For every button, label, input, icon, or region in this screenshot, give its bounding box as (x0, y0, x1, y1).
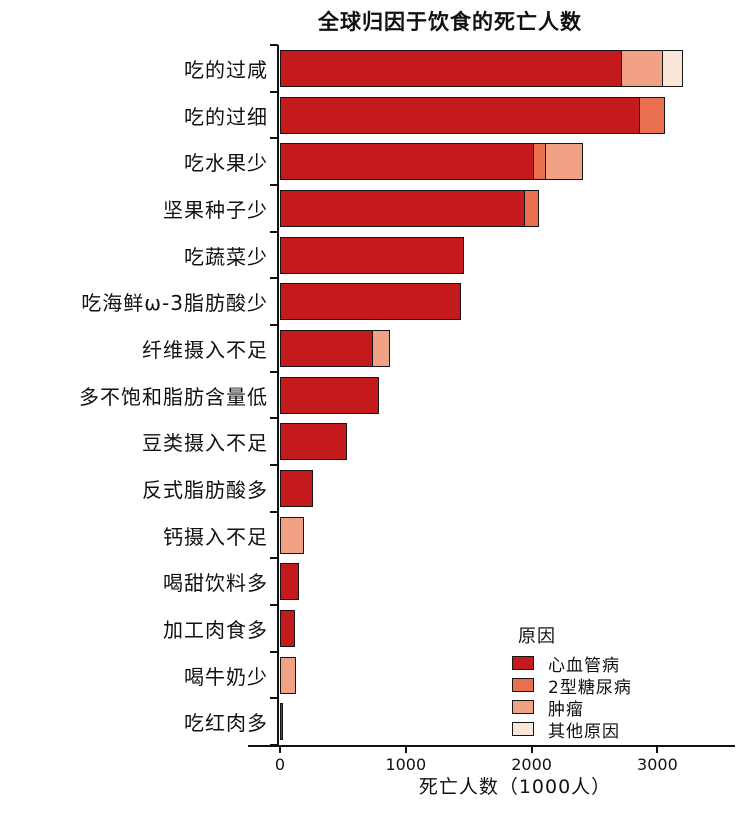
legend-swatch (512, 700, 534, 714)
bar-segment (280, 423, 347, 461)
category-label: 多不饱和脂肪含量低 (79, 384, 268, 409)
y-tick (270, 324, 278, 326)
legend-label: 2型糖尿病 (548, 677, 632, 698)
x-tick (279, 745, 281, 753)
y-tick (270, 604, 278, 606)
bar-segment (280, 283, 462, 321)
x-axis-title: 死亡人数（1000人） (418, 776, 612, 798)
legend-label: 其他原因 (548, 721, 620, 742)
bar-segment (280, 563, 299, 601)
category-label: 吃的过咸 (184, 57, 268, 82)
category-label: 纤维摄入不足 (142, 337, 268, 362)
category-label: 吃蔬菜少 (184, 244, 268, 269)
x-tick (656, 745, 659, 753)
x-tick (530, 745, 533, 753)
legend-swatch (512, 722, 534, 736)
category-label: 坚果种子少 (163, 197, 268, 222)
bar-segment (523, 189, 540, 227)
y-tick (270, 230, 278, 233)
y-tick (270, 277, 278, 280)
x-tick-label: 2000 (511, 755, 552, 774)
category-label: 吃海鲜ω-3脂肪酸少 (81, 291, 268, 316)
legend-item: 2型糖尿病 (512, 674, 632, 698)
legend-rows: 心血管病 2型糖尿病 肿瘤 其他原因 (512, 652, 632, 742)
legend-swatch (512, 678, 534, 692)
bar-segment (280, 329, 374, 367)
legend-item: 心血管病 (512, 652, 632, 676)
legend-item: 其他原因 (512, 718, 632, 742)
category-label: 反式脂肪酸多 (142, 477, 268, 502)
bar-segment (620, 49, 664, 87)
y-tick (270, 510, 278, 513)
y-tick (270, 370, 278, 373)
legend-label: 心血管病 (548, 655, 620, 676)
y-tick (270, 137, 278, 140)
legend: 原因 心血管病 2型糖尿病 肿瘤 其他原因 (512, 622, 632, 742)
bar-segment (280, 376, 380, 414)
bar-segment (280, 49, 623, 87)
y-tick (270, 697, 278, 700)
bar-segment (662, 49, 683, 87)
category-label: 豆类摄入不足 (142, 431, 268, 456)
bar-segment (280, 143, 535, 181)
category-label: 加工肉食多 (163, 617, 268, 642)
legend-title: 原因 (518, 626, 556, 647)
x-tick (404, 745, 407, 753)
category-label: 钙摄入不足 (163, 524, 268, 549)
bar-segment (639, 96, 665, 134)
y-axis-line (277, 45, 279, 747)
category-label: 吃红肉多 (184, 711, 268, 736)
bar-segment (280, 656, 297, 694)
y-tick (270, 44, 278, 46)
y-tick (270, 464, 278, 466)
bar-segment (280, 236, 464, 274)
y-tick (270, 557, 278, 560)
legend-swatch (512, 656, 534, 670)
legend-label: 肿瘤 (548, 699, 584, 720)
x-tick-label: 1000 (385, 755, 427, 774)
chart-title: 全球归因于饮食的死亡人数 (318, 10, 582, 34)
bar-segment (280, 189, 526, 227)
bar-segment (280, 469, 313, 507)
legend-item: 肿瘤 (512, 696, 632, 720)
category-label: 喝牛奶少 (184, 664, 268, 689)
category-label: 吃水果少 (184, 151, 268, 176)
category-label: 喝甜饮料多 (163, 571, 268, 596)
bar-segment (280, 609, 295, 647)
bar-segment (371, 329, 390, 367)
y-tick (270, 417, 278, 420)
y-tick (270, 184, 278, 186)
x-axis-line (248, 745, 735, 747)
bar-segment (280, 516, 304, 554)
x-tick-label: 3000 (637, 755, 678, 774)
y-tick (270, 744, 278, 746)
y-tick (270, 650, 278, 653)
x-tick-label: 0 (274, 755, 286, 774)
bar-segment (280, 96, 641, 134)
bar-segment (280, 703, 284, 741)
category-label: 吃的过细 (184, 104, 268, 129)
bar-segment (545, 143, 584, 181)
y-tick (270, 90, 278, 93)
